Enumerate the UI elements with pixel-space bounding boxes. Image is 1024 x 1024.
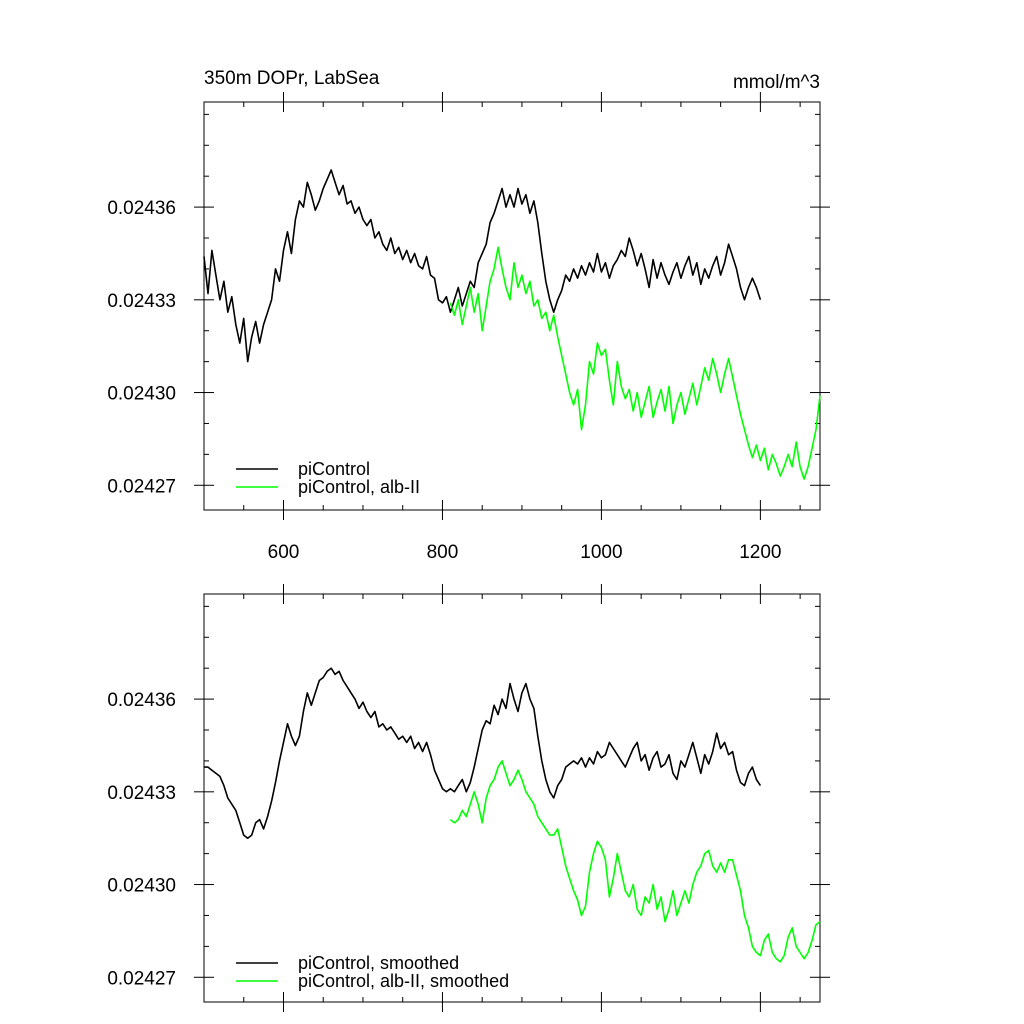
x-tick-label: 800	[427, 542, 459, 563]
y-tick-label: 0.02433	[107, 291, 176, 312]
y-tick-label: 0.02436	[107, 690, 176, 711]
x-tick-label: 600	[268, 542, 300, 563]
series-line	[449, 246, 821, 480]
y-tick-label: 0.02433	[107, 783, 176, 804]
legend-label: piControl	[298, 459, 370, 479]
legend-label: piControl, alb-II	[298, 477, 420, 497]
legend-label: piControl, smoothed	[298, 953, 459, 973]
x-tick-label: 1200	[739, 542, 781, 563]
y-tick-label: 0.02427	[107, 968, 176, 989]
title-left: 350m DOPr, LabSea	[204, 68, 380, 89]
y-tick-label: 0.02430	[107, 384, 176, 405]
y-tick-label: 0.02430	[107, 876, 176, 897]
y-tick-label: 0.02427	[107, 476, 176, 497]
title-right: mmol/m^3	[733, 72, 820, 93]
series-line	[203, 169, 762, 363]
x-tick-label: 1000	[580, 542, 622, 563]
series-line	[449, 760, 821, 963]
plot-frame	[203, 101, 821, 511]
legend-label: piControl, alb-II, smoothed	[298, 971, 509, 991]
plot-frame	[203, 593, 821, 1003]
y-tick-label: 0.02436	[107, 198, 176, 219]
series-line	[204, 667, 762, 839]
bottom-panel: 0.02427 0.02430 0.02433 0.02436 piControl, s…	[107, 584, 830, 1012]
top-panel: 350m DOPr, LabSea mmol/m^3 600 800 1000 120…	[107, 68, 830, 563]
